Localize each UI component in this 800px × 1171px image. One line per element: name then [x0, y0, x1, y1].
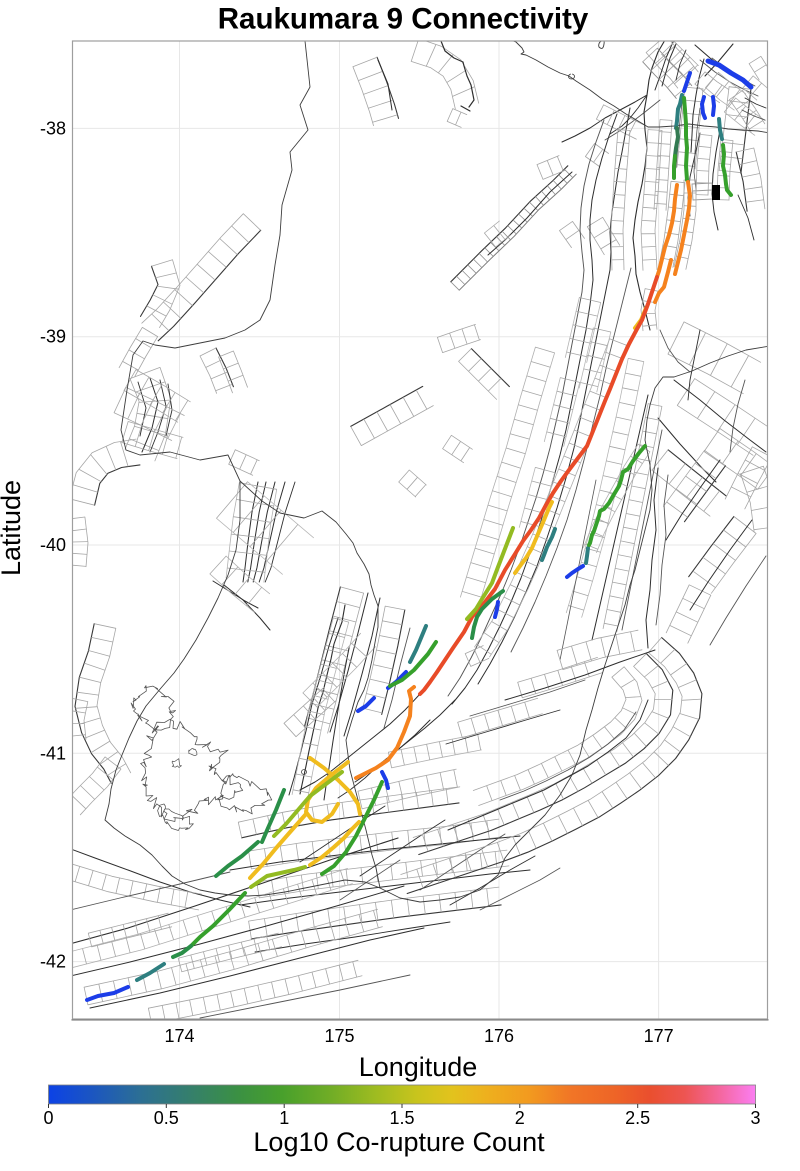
svg-text:-41: -41	[40, 743, 66, 763]
svg-text:0.5: 0.5	[154, 1108, 179, 1128]
svg-text:176: 176	[484, 1026, 514, 1046]
svg-text:3: 3	[750, 1108, 760, 1128]
svg-text:-40: -40	[40, 535, 66, 555]
svg-text:Log10 Co-rupture Count: Log10 Co-rupture Count	[253, 1127, 545, 1157]
svg-text:175: 175	[324, 1026, 354, 1046]
svg-text:0: 0	[43, 1108, 53, 1128]
svg-text:Latitude: Latitude	[0, 480, 26, 576]
svg-text:2.5: 2.5	[625, 1108, 650, 1128]
svg-text:-42: -42	[40, 952, 66, 972]
svg-text:2: 2	[515, 1108, 525, 1128]
svg-text:1: 1	[279, 1108, 289, 1128]
svg-text:1.5: 1.5	[389, 1108, 414, 1128]
svg-text:Longitude: Longitude	[359, 1052, 478, 1082]
svg-text:-39: -39	[40, 327, 66, 347]
svg-text:Raukumara 9 Connectivity: Raukumara 9 Connectivity	[218, 3, 589, 36]
svg-text:177: 177	[644, 1026, 674, 1046]
svg-text:174: 174	[164, 1026, 194, 1046]
svg-text:-38: -38	[40, 118, 66, 138]
